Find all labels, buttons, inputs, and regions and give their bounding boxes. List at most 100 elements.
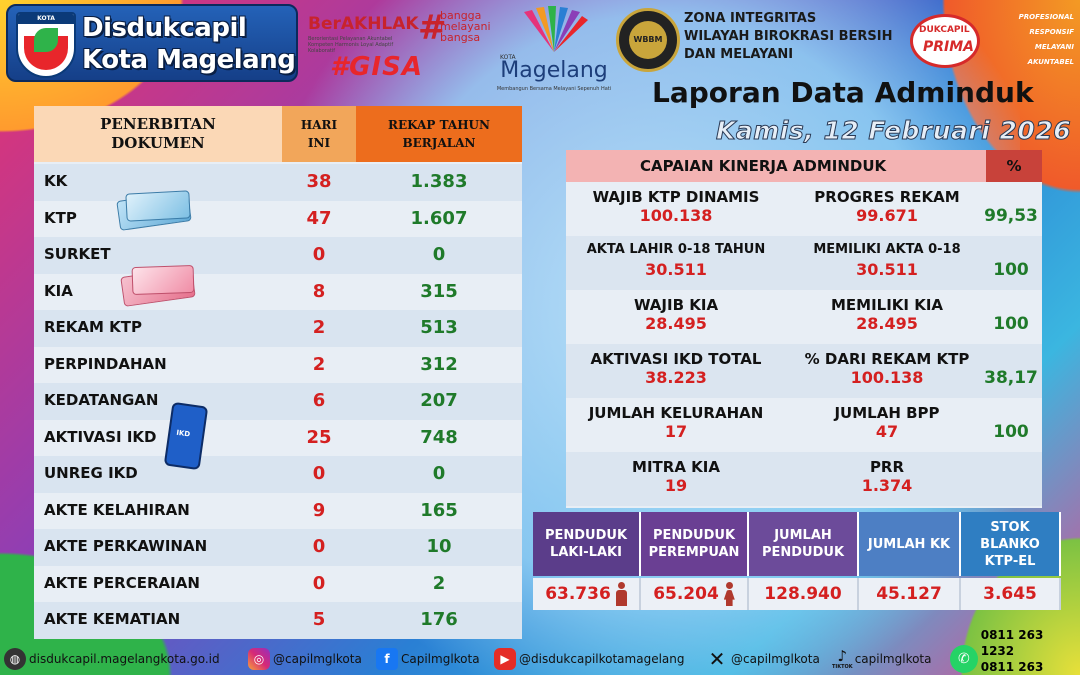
dukcapil-prima-logo: DUKCAPIL PRIMA xyxy=(910,14,980,68)
zona-integritas-text: ZONA INTEGRITAS WILAYAH BIROKRASI BERSIH… xyxy=(684,11,893,62)
ktp-card-icon xyxy=(125,190,191,222)
table-row: KIA 8 315 xyxy=(34,274,522,311)
doc-total: 2 xyxy=(432,572,446,594)
youtube-icon: ▶ xyxy=(494,648,516,670)
doc-today: 6 xyxy=(312,390,326,411)
doc-name: KK xyxy=(44,172,68,190)
kia-card-icon xyxy=(131,264,195,296)
capaian-row: WAJIB KIA 28.495 MEMILIKI KIA 28.495 100 xyxy=(566,290,1042,344)
stat-value: 45.127 xyxy=(859,578,961,610)
doc-total: 1.383 xyxy=(410,171,468,192)
doc-today: 0 xyxy=(312,572,326,594)
stat-value: 65.204 xyxy=(641,578,749,610)
capaian-percent: 100 xyxy=(993,314,1029,334)
table-row: SURKET 0 0 xyxy=(34,237,522,274)
header-dokumen: PENERBITAN DOKUMEN xyxy=(34,106,282,162)
doc-name: PERPINDAHAN xyxy=(44,354,167,373)
capaian-value: 28.495 xyxy=(856,314,918,333)
capaian-label: AKTA LAHIR 0-18 TAHUN xyxy=(586,242,766,257)
x-icon: ✕ xyxy=(708,647,726,671)
doc-total: 315 xyxy=(420,280,458,302)
capaian-header: CAPAIAN KINERJA ADMINDUK xyxy=(566,150,986,182)
doc-today: 25 xyxy=(306,426,332,448)
capaian-label: JUMLAH BPP xyxy=(834,404,940,422)
capaian-label: JUMLAH KELURAHAN xyxy=(588,404,764,422)
capaian-row: AKTA LAHIR 0-18 TAHUN 30.511 MEMILIKI AKTA… xyxy=(566,236,1042,290)
male-person-icon xyxy=(615,582,627,606)
doc-today: 38 xyxy=(306,171,332,192)
doc-name: SURKET xyxy=(44,245,111,263)
capaian-percent: 100 xyxy=(993,260,1029,280)
footer-facebook[interactable]: f Capilmglkota xyxy=(376,648,480,670)
table-row: PERPINDAHAN 2 312 xyxy=(34,347,522,384)
brand-name: Disdukcapil Kota Magelang xyxy=(82,13,296,75)
table-row: KK 38 1.383 xyxy=(34,164,522,201)
stat-label: PENDUDUK LAKI-LAKI xyxy=(533,512,641,576)
doc-today: 2 xyxy=(312,317,326,338)
doc-name: AKTIVASI IKD xyxy=(44,427,157,446)
footer-x[interactable]: ✕ @capilmglkota xyxy=(706,647,820,671)
capaian-value: 100.138 xyxy=(850,368,924,387)
capaian-label: MEMILIKI KIA xyxy=(830,296,944,314)
table-row: AKTIVASI IKD 25 748 xyxy=(34,420,522,457)
capaian-value: 47 xyxy=(875,422,899,441)
capaian-value: 17 xyxy=(664,422,688,441)
capaian-percent: 100 xyxy=(993,422,1029,442)
capaian-value: 30.511 xyxy=(856,260,918,279)
population-stats: PENDUDUK LAKI-LAKI 63.736 PENDUDUK PEREMPU… xyxy=(533,512,1063,610)
disdukcapil-logo: KOTA MAGELANG Disdukcapil Kota Magelang xyxy=(6,4,298,82)
doc-today: 0 xyxy=(312,536,326,557)
capaian-label: MEMILIKI AKTA 0-18 xyxy=(813,242,961,257)
magelang-fan-icon xyxy=(524,6,588,52)
doc-total: 10 xyxy=(426,536,452,557)
capaian-row: WAJIB KTP DINAMIS 100.138 PROGRES REKAM 99.… xyxy=(566,182,1042,236)
stat-value: 128.940 xyxy=(749,578,859,610)
capaian-label: PROGRES REKAM xyxy=(814,188,960,206)
facebook-icon: f xyxy=(376,648,398,670)
table-row: UNREG IKD 0 0 xyxy=(34,456,522,493)
capaian-value: 1.374 xyxy=(861,476,913,495)
capaian-row: AKTIVASI IKD TOTAL 38.223 % DARI REKAM KTP… xyxy=(566,344,1042,398)
capaian-label: % DARI REKAM KTP xyxy=(804,350,970,368)
doc-total: 0 xyxy=(432,244,446,265)
capaian-label: MITRA KIA xyxy=(632,458,720,476)
doc-total: 312 xyxy=(420,353,458,375)
gisa-logo: #GISA xyxy=(330,52,423,82)
doc-today: 2 xyxy=(312,353,326,375)
capaian-percent: 38,17 xyxy=(984,368,1038,388)
doc-name: AKTE PERKAWINAN xyxy=(44,537,208,555)
capaian-value: 19 xyxy=(664,476,688,495)
capaian-value: 30.511 xyxy=(645,260,707,279)
doc-name: AKTE KEMATIAN xyxy=(44,610,181,628)
page-title: Laporan Data Adminduk xyxy=(652,76,1034,109)
doc-name: AKTE PERCERAIAN xyxy=(44,573,200,592)
footer-web[interactable]: ◍ disdukcapil.magelangkota.go.id xyxy=(4,648,220,670)
berakhlak-logo: BerAKHLAK Berorientasi Pelayanan Akuntab… xyxy=(308,8,491,54)
footer-instagram[interactable]: ◎ @capilmglkota xyxy=(248,648,362,670)
kota-magelang-crest: KOTA MAGELANG xyxy=(16,12,76,78)
stat-label: JUMLAH KK xyxy=(859,512,961,576)
doc-name: REKAM KTP xyxy=(44,318,143,336)
capaian-row: MITRA KIA 19 PRR 1.374 xyxy=(566,452,1042,506)
doc-total: 1.607 xyxy=(410,207,468,229)
stat-label: STOK BLANKO KTP-EL xyxy=(961,512,1061,576)
table-row: AKTE PERKAWINAN 0 10 xyxy=(34,529,522,566)
doc-name: UNREG IKD xyxy=(44,464,138,482)
capaian-value: 99.671 xyxy=(856,206,918,225)
footer-youtube[interactable]: ▶ @disdukcapilkotamagelang xyxy=(494,648,685,670)
stat-label: JUMLAH PENDUDUK xyxy=(749,512,859,576)
footer-whatsapp[interactable]: ✆ 0811 263 1232 0811 263 2220 xyxy=(950,628,1080,675)
table-row: KEDATANGAN 6 207 xyxy=(34,383,522,420)
header-hari-ini: HARI INI xyxy=(282,106,356,162)
capaian-label: AKTIVASI IKD TOTAL xyxy=(590,350,762,368)
footer-tiktok[interactable]: ♪ TIKTOK capilmglkota xyxy=(832,646,932,670)
doc-today: 8 xyxy=(312,280,326,302)
globe-icon: ◍ xyxy=(4,648,26,670)
doc-today: 0 xyxy=(312,463,326,484)
table-row: AKTE KELAHIRAN 9 165 xyxy=(34,493,522,530)
doc-name: AKTE KELAHIRAN xyxy=(44,500,190,519)
capaian-value: 28.495 xyxy=(645,314,707,333)
tiktok-icon: ♪ TIKTOK xyxy=(832,646,853,670)
table-row: AKTE KEMATIAN 5 176 xyxy=(34,602,522,639)
stat-value: 63.736 xyxy=(533,578,641,610)
